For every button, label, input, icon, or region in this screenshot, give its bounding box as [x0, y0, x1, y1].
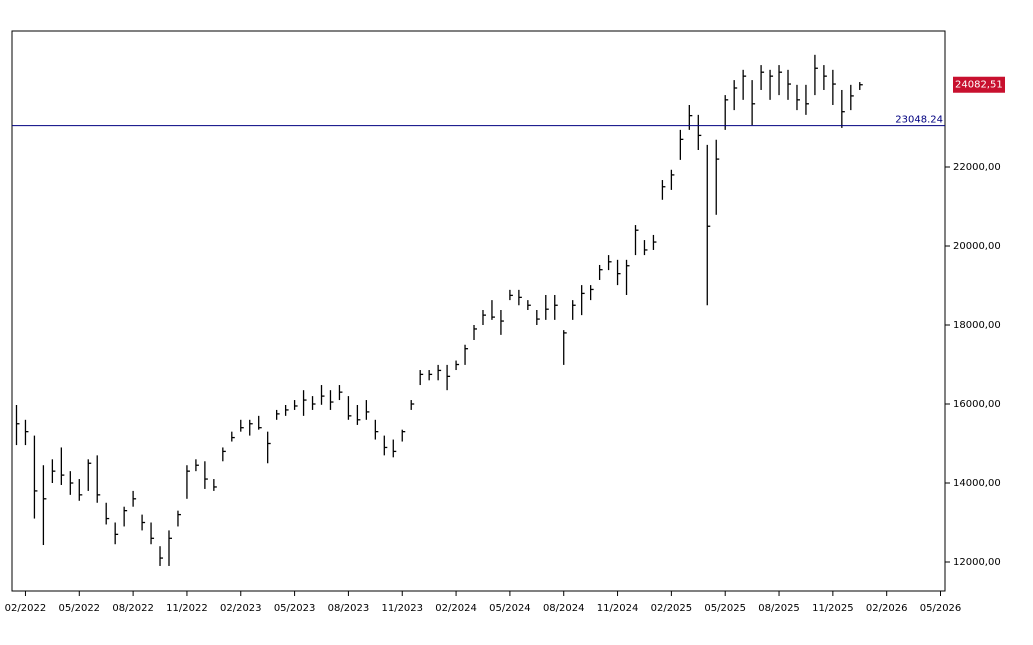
plot-frame	[11, 30, 946, 592]
x-tick-label: 08/2024	[543, 603, 585, 614]
x-tick-label: 11/2022	[166, 603, 208, 614]
y-tick-label: 20000,00	[953, 241, 1001, 252]
x-tick-label: 11/2023	[381, 603, 423, 614]
horizontal-line-label: 23048.24	[895, 115, 943, 126]
x-tick-label: 08/2025	[758, 603, 800, 614]
y-tick-label: 18000,00	[953, 320, 1001, 331]
x-tick-label: 11/2024	[597, 603, 639, 614]
last-price-label: 24082,51	[955, 80, 1003, 91]
x-tick-label: 02/2025	[651, 603, 693, 614]
x-tick-label: 05/2023	[274, 603, 316, 614]
x-tick-label: 02/2022	[5, 603, 47, 614]
y-tick-label: 22000,00	[953, 162, 1001, 173]
y-tick-label: 12000,00	[953, 557, 1001, 568]
x-tick-label: 05/2024	[489, 603, 531, 614]
y-tick-label: 16000,00	[953, 399, 1001, 410]
x-tick-label: 05/2025	[704, 603, 746, 614]
x-tick-label: 08/2023	[328, 603, 370, 614]
last-price-box	[953, 76, 1005, 93]
x-tick-label: 08/2022	[112, 603, 154, 614]
x-tick-label: 02/2024	[435, 603, 477, 614]
x-tick-label: 05/2022	[59, 603, 101, 614]
x-tick-label: 02/2023	[220, 603, 262, 614]
x-tick-label: 05/2026	[920, 603, 962, 614]
x-tick-label: 11/2025	[812, 603, 854, 614]
y-tick-label: 14000,00	[953, 478, 1001, 489]
x-tick-label: 02/2026	[866, 603, 908, 614]
